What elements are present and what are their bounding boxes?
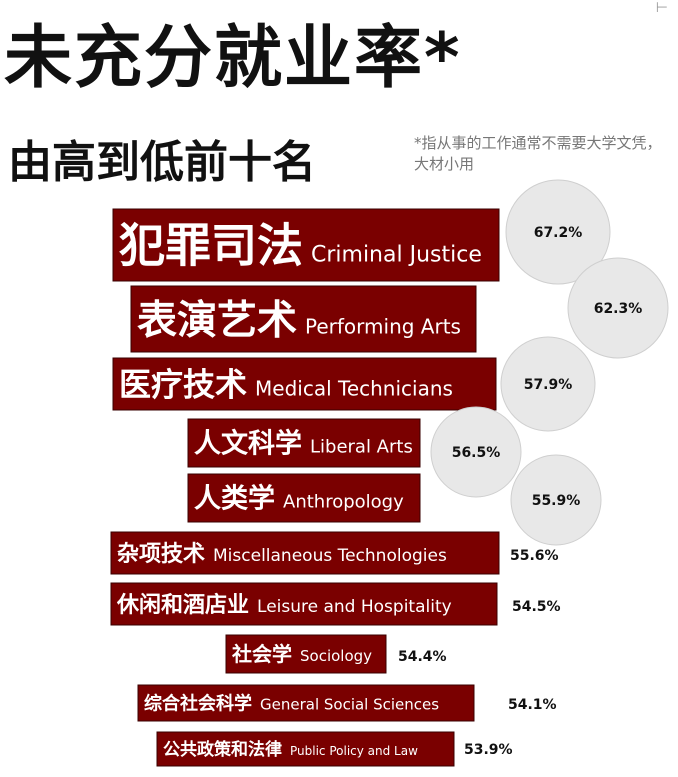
bar-category-label: 社会学 Sociology	[231, 642, 372, 666]
bar	[112, 357, 497, 411]
value-bubble	[430, 406, 522, 498]
bar-category-label: 犯罪司法 Criminal Justice	[119, 219, 482, 273]
bar	[156, 731, 455, 767]
bar	[187, 473, 421, 523]
value-bubble	[510, 454, 602, 546]
bar	[130, 285, 477, 353]
data-label: 57.9%	[524, 377, 573, 393]
data-label: 54.4%	[398, 649, 447, 665]
data-label: 67.2%	[534, 225, 583, 241]
data-label: 55.6%	[510, 548, 559, 564]
data-label: 56.5%	[452, 445, 501, 461]
bar-category-label: 人文科学 Liberal Arts	[194, 428, 413, 460]
chart-subtitle: 由高到低前十名	[8, 137, 316, 188]
bar	[137, 684, 475, 722]
data-label: 54.1%	[508, 697, 557, 713]
data-label: 62.3%	[594, 301, 643, 317]
bar-category-label: 人类学 Anthropology	[194, 483, 404, 515]
bar	[225, 634, 387, 674]
corner-mark: ⊢	[655, 0, 668, 16]
bar-category-label: 综合社会科学 General Social Sciences	[144, 692, 439, 714]
bar	[187, 418, 421, 468]
bar	[110, 582, 498, 626]
data-label: 55.9%	[532, 493, 581, 509]
bar	[110, 531, 500, 575]
bar-category-label: 表演艺术 Performing Arts	[137, 297, 461, 343]
value-bubble	[505, 179, 611, 285]
bar-category-label: 杂项技术 Miscellaneous Technologies	[117, 542, 447, 567]
bar-category-label: 休闲和酒店业 Leisure and Hospitality	[116, 593, 452, 618]
chart-title: 未充分就业率*	[4, 19, 462, 98]
data-label: 53.9%	[464, 742, 513, 758]
data-label: 54.5%	[512, 599, 561, 615]
chart-footnote: *指从事的工作通常不需要大学文凭，大材小用	[414, 134, 662, 173]
value-bubble	[500, 336, 596, 432]
bar-category-label: 公共政策和法律 Public Policy and Law	[163, 739, 418, 760]
bar-category-label: 医疗技术 Medical Technicians	[119, 366, 453, 404]
bar	[112, 208, 500, 282]
value-bubble	[567, 257, 669, 359]
